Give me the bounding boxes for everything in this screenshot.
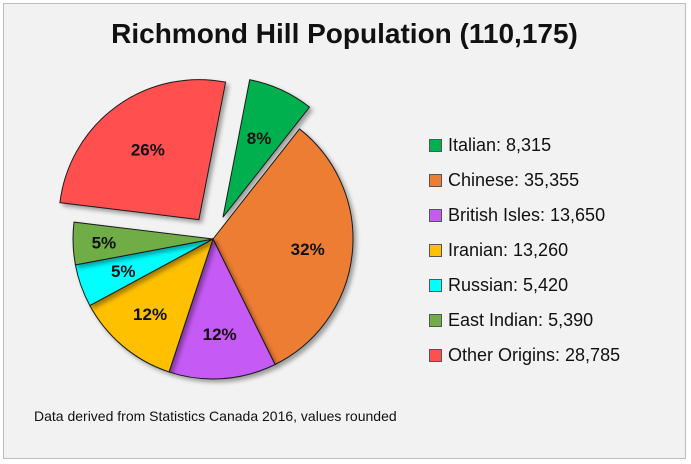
legend-swatch: [429, 244, 442, 257]
pie-slice-iranian: [89, 237, 214, 373]
slice-label-italian: 8%: [247, 129, 272, 148]
pie-slice-other-origins: [59, 79, 227, 221]
legend-item-british-isles: British Isles: 13,650: [429, 198, 620, 233]
legend-label: British Isles: 13,650: [448, 205, 606, 225]
legend-item-other-origins: Other Origins: 28,785: [429, 338, 620, 373]
legend-label: Other Origins: 28,785: [448, 345, 621, 365]
legend-swatch: [429, 139, 442, 152]
pie-slice-british-isles: [168, 237, 276, 380]
legend-swatch: [429, 209, 442, 222]
slice-label-british-isles: 12%: [203, 325, 237, 344]
chart-title: Richmond Hill Population (110,175): [111, 18, 578, 49]
legend-label: Iranian: 13,260: [448, 240, 569, 260]
legend-label: East Indian: 5,390: [448, 310, 594, 330]
pie-area: 8% 32% 12% 12% 5% 5% 26%: [56, 76, 376, 406]
legend-label: Italian: 8,315: [448, 135, 552, 155]
slice-label-chinese: 32%: [291, 240, 325, 259]
legend-item-iranian: Iranian: 13,260: [429, 233, 620, 268]
legend: Italian: 8,315 Chinese: 35,355 British Isl…: [429, 128, 620, 373]
slice-label-russian: 5%: [111, 262, 136, 281]
pie-slice-chinese: [212, 128, 354, 366]
legend-item-italian: Italian: 8,315: [429, 128, 620, 163]
legend-label: Russian: 5,420: [448, 275, 569, 295]
pie-chart: 8% 32% 12% 12% 5% 5% 26%: [59, 79, 354, 380]
slice-label-east-indian: 5%: [92, 234, 117, 253]
legend-swatch: [429, 279, 442, 292]
legend-item-east-indian: East Indian: 5,390: [429, 303, 620, 338]
legend-label: Chinese: 35,355: [448, 170, 580, 190]
legend-item-chinese: Chinese: 35,355: [429, 163, 620, 198]
legend-item-russian: Russian: 5,420: [429, 268, 620, 303]
legend-swatch: [429, 314, 442, 327]
chart-frame: Richmond Hill Population (110,175) 8% 32%…: [3, 3, 686, 459]
pie-slice-italian: [222, 79, 311, 218]
slice-label-other-origins: 26%: [131, 140, 165, 159]
legend-swatch: [429, 174, 442, 187]
source-note: Data derived from Statistics Canada 2016…: [34, 408, 397, 424]
slice-label-iranian: 12%: [133, 305, 167, 324]
pie-slice-east-indian: [72, 221, 214, 266]
legend-swatch: [429, 349, 442, 362]
